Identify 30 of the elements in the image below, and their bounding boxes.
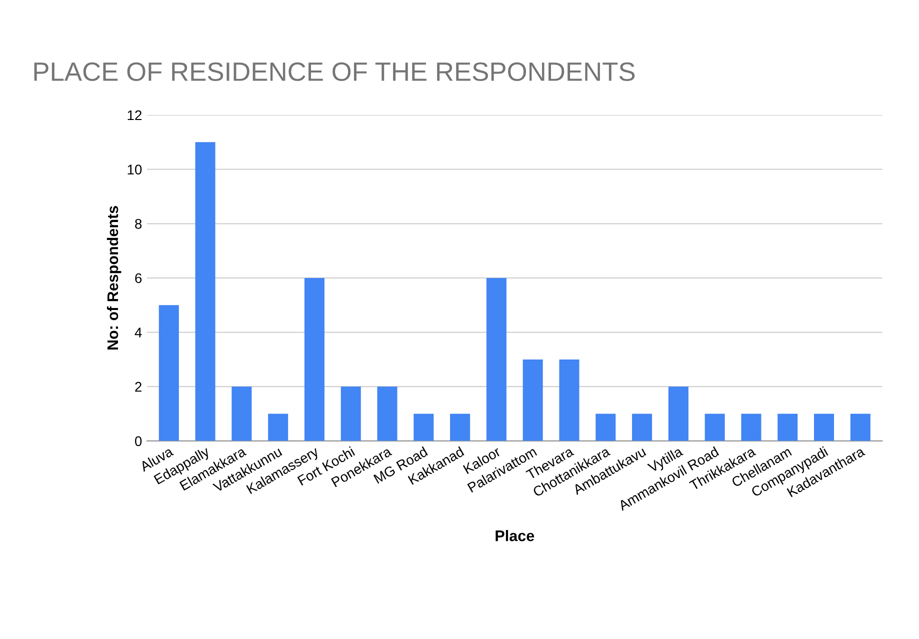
bar	[596, 414, 616, 441]
bar	[741, 414, 762, 441]
bar	[778, 414, 798, 441]
bar	[522, 359, 543, 441]
y-axis-title: No: of Respondents	[106, 206, 122, 350]
bar	[304, 278, 324, 441]
bar	[632, 414, 652, 441]
bar	[195, 142, 216, 441]
y-tick-label: 2	[135, 382, 142, 392]
x-axis-title: Place	[496, 530, 534, 542]
y-tick-label: 10	[128, 164, 142, 175]
bar	[668, 386, 688, 441]
bar	[414, 414, 434, 441]
bar	[486, 278, 506, 441]
bar	[814, 414, 834, 441]
bar	[340, 386, 361, 441]
bar	[232, 386, 252, 441]
bar	[704, 414, 725, 441]
y-tick-label: 8	[135, 218, 142, 229]
chart-title: PLACE OF RESIDENCE OF THE RESPONDENTS	[34, 62, 635, 82]
y-tick-label: 4	[134, 328, 142, 338]
y-tick-label: 6	[135, 273, 142, 284]
y-tick-label: 0	[135, 436, 142, 446]
bar	[559, 359, 580, 441]
bar	[268, 414, 288, 441]
bar	[158, 305, 179, 441]
y-tick-label: 12	[128, 110, 142, 120]
bar	[850, 414, 870, 441]
bar	[377, 386, 398, 441]
bar	[450, 414, 470, 441]
